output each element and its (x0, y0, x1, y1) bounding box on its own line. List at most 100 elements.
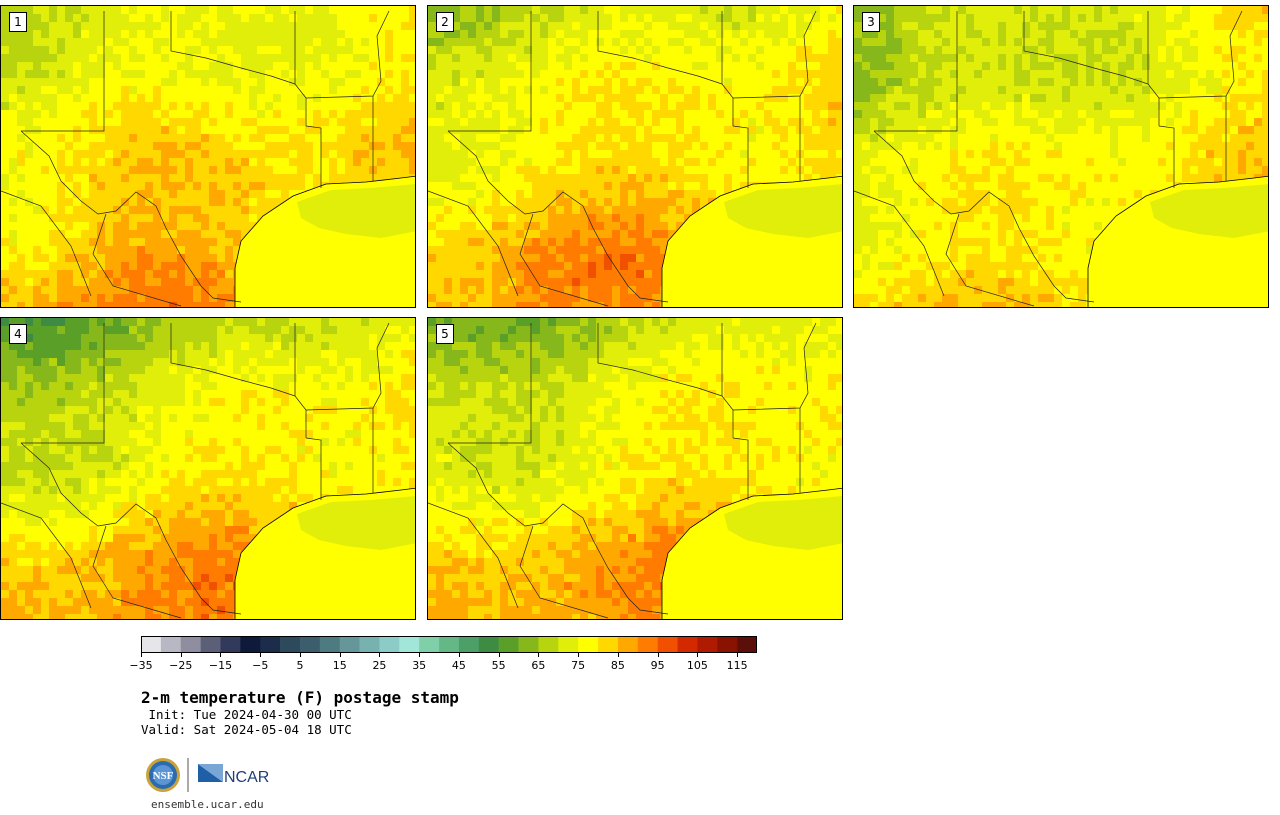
colorbar (141, 636, 757, 653)
colorbar-swatch (160, 636, 182, 653)
boundary-line (519, 213, 609, 307)
colorbar-swatch (637, 636, 658, 653)
colorbar-swatch (379, 636, 400, 653)
colorbar-tick (538, 652, 540, 657)
boundary-line (874, 11, 958, 132)
colorbar-tick (220, 652, 222, 657)
colorbar-swatch (260, 636, 281, 653)
boundary-line (1147, 11, 1160, 126)
gulf-warm-band (1150, 184, 1268, 238)
colorbar-tick (657, 652, 659, 657)
colorbar-swatch (200, 636, 221, 653)
colorbar-tick-label: 55 (491, 659, 506, 672)
colorbar-tick (458, 652, 460, 657)
colorbar-swatch (737, 636, 757, 653)
boundary-line (21, 323, 105, 444)
colorbar-swatch (677, 636, 698, 653)
colorbar-tick-label: 25 (372, 659, 387, 672)
colorbar-swatch (538, 636, 559, 653)
colorbar-tick (339, 652, 341, 657)
boundary-line (1, 502, 92, 609)
boundary-line (448, 11, 532, 132)
colorbar-swatch (697, 636, 718, 653)
boundary-line (305, 125, 322, 188)
colorbar-tick-label: 5 (296, 659, 304, 672)
colorbar-tick (180, 652, 182, 657)
chart-title: 2-m temperature (F) postage stamp (141, 688, 459, 707)
panel-number: 4 (9, 324, 27, 344)
temperature-map (428, 318, 842, 619)
map-panel-4: 4 (0, 317, 416, 620)
boundary-line (294, 323, 307, 438)
gulf-warm-band (724, 496, 842, 550)
gulf-warm-band (297, 496, 415, 550)
boundary-line (732, 10, 817, 99)
boundary-line (305, 322, 390, 411)
boundary-line (721, 11, 734, 126)
colorbar-tick (737, 652, 739, 657)
colorbar-tick-label: 15 (332, 659, 347, 672)
colorbar-tick-label: 45 (451, 659, 466, 672)
colorbar-swatch (141, 636, 162, 653)
colorbar-tick-label: 115 (726, 659, 748, 672)
gulf-warm-band (297, 184, 415, 238)
ncar-logo-text: NCAR (224, 769, 269, 786)
boundary-line (732, 437, 749, 500)
boundary-line (1, 190, 92, 297)
colorbar-tick-label: 35 (412, 659, 427, 672)
colorbar-swatch (240, 636, 261, 653)
boundary-line (1158, 10, 1243, 99)
colorbar-tick (697, 652, 699, 657)
boundary-line (732, 125, 749, 188)
boundary-line (732, 322, 817, 411)
colorbar-tick (617, 652, 619, 657)
colorbar-swatch (359, 636, 380, 653)
colorbar-swatch (657, 636, 678, 653)
valid-time: Valid: Sat 2024-05-04 18 UTC (141, 722, 352, 737)
panel-number: 2 (436, 12, 454, 32)
boundary-line (945, 213, 1035, 307)
website-url: ensemble.ucar.edu (151, 798, 264, 811)
boundary-line (20, 130, 242, 303)
gulf-warm-band (724, 184, 842, 238)
colorbar-tick-label: 95 (650, 659, 665, 672)
boundary-line (597, 323, 723, 397)
colorbar-swatch (280, 636, 301, 653)
boundary-line (20, 442, 242, 615)
boundary-line (448, 323, 532, 444)
boundary-line (721, 323, 734, 438)
boundary-line (519, 525, 609, 619)
colorbar-swatch (180, 636, 201, 653)
boundary-line (597, 11, 723, 85)
logos: NSF NCAR (143, 756, 283, 796)
boundary-line (305, 437, 322, 500)
colorbar-ticks: −35 −25 −15 −5 5 15 25 35 45 55 65 75 85 95 105 115 (129, 652, 761, 676)
boundary-line (170, 323, 296, 397)
colorbar-swatch (319, 636, 341, 653)
colorbar-swatch (578, 636, 599, 653)
boundary-line (170, 11, 296, 85)
colorbar-border (141, 636, 757, 653)
boundary-line (854, 190, 945, 297)
temperature-map (1, 6, 415, 307)
boundary-line (1023, 11, 1149, 85)
colorbar-tick-label: 65 (531, 659, 546, 672)
boundary-line (1158, 125, 1175, 188)
init-time: Init: Tue 2024-04-30 00 UTC (141, 707, 352, 722)
colorbar-swatch (498, 636, 519, 653)
map-panel-5: 5 (427, 317, 843, 620)
nsf-logo-text: NSF (153, 770, 174, 782)
colorbar-tick (578, 652, 580, 657)
boundary-line (21, 11, 105, 132)
colorbar-swatch (717, 636, 738, 653)
boundary-line (92, 525, 182, 619)
colorbar-tick-label: −35 (129, 659, 153, 672)
colorbar-swatch (598, 636, 619, 653)
colorbar-tick (299, 652, 301, 657)
logo-graphics: NSF NCAR (146, 758, 269, 792)
colorbar-swatch (518, 636, 539, 653)
colorbar-tick-label: 85 (610, 659, 625, 672)
colorbar-swatch (439, 636, 460, 653)
map-panel-2: 2 (427, 5, 843, 308)
panel-number: 1 (9, 12, 27, 32)
